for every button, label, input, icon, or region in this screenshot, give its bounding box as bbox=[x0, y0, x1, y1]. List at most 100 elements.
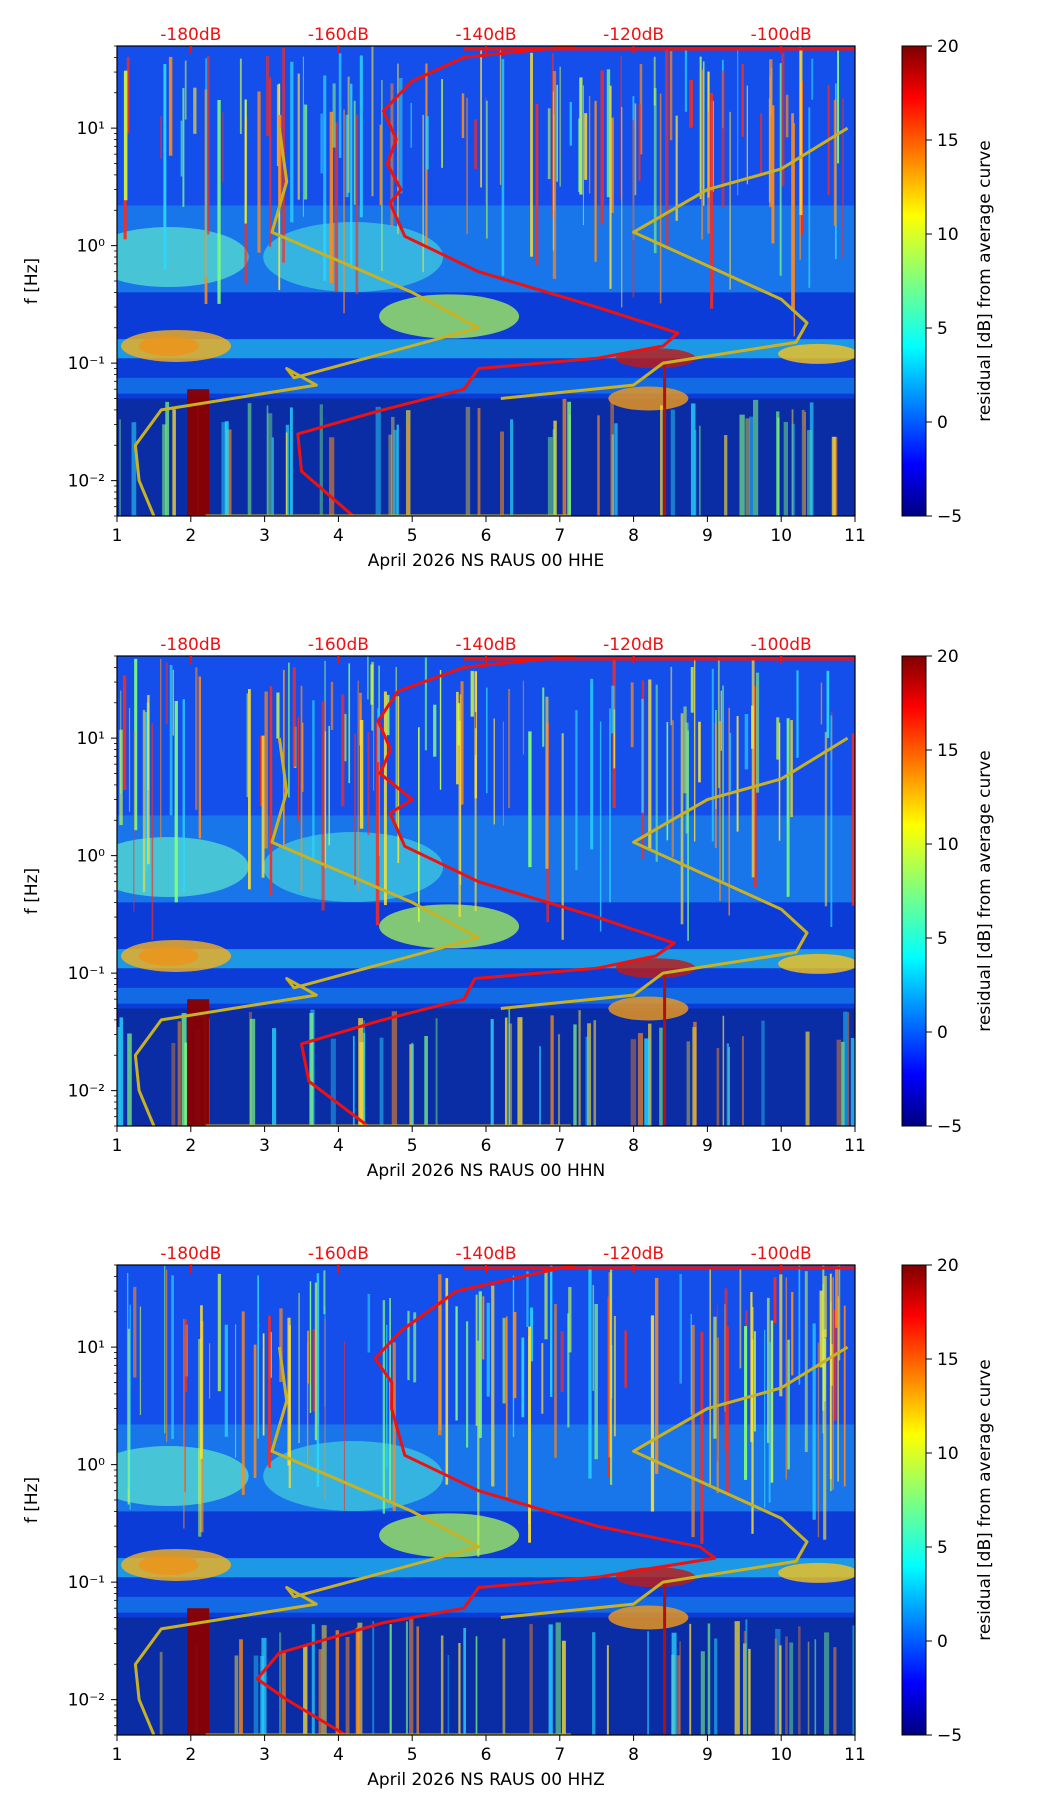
low-freq-streak bbox=[557, 1034, 561, 1126]
low-freq-streak bbox=[279, 1632, 282, 1735]
transient-streak bbox=[744, 714, 749, 770]
transient-streak bbox=[244, 99, 247, 224]
transient-streak bbox=[611, 685, 615, 734]
transient-streak bbox=[837, 1296, 839, 1482]
low-freq-streak bbox=[321, 1625, 327, 1735]
y-axis-label: f [Hz] bbox=[22, 868, 42, 914]
transient-streak bbox=[724, 1288, 728, 1451]
low-freq-streak bbox=[547, 437, 553, 516]
transient-streak bbox=[330, 681, 334, 730]
low-freq-streak bbox=[728, 1046, 730, 1126]
top-axis-label: -100dB bbox=[751, 1244, 812, 1264]
low-freq-streak bbox=[724, 435, 728, 516]
transient-streak bbox=[334, 122, 339, 292]
transient-streak bbox=[729, 732, 732, 792]
colorbar-tick-label: 0 bbox=[937, 1632, 948, 1652]
transient-streak bbox=[786, 718, 790, 897]
transient-streak bbox=[343, 1341, 346, 1511]
frequency-band bbox=[117, 656, 855, 816]
median-psd-line bbox=[300, 656, 676, 1126]
noise-model-line bbox=[133, 1346, 481, 1735]
transient-streak bbox=[126, 1272, 129, 1490]
low-freq-streak bbox=[379, 1037, 384, 1126]
low-freq-streak bbox=[309, 1013, 314, 1126]
top-axis-label: -140dB bbox=[455, 1244, 516, 1264]
low-freq-streak bbox=[171, 1042, 176, 1126]
low-freq-streak bbox=[355, 1627, 361, 1735]
transient-streak bbox=[385, 1324, 388, 1469]
transient-streak bbox=[648, 679, 652, 850]
noise-model-line bbox=[133, 127, 481, 516]
low-freq-streak bbox=[529, 1624, 533, 1735]
transient-streak bbox=[455, 1306, 458, 1421]
transient-streak bbox=[634, 103, 637, 196]
transient-streak bbox=[312, 1329, 316, 1412]
x-tick-label: 1 bbox=[112, 526, 123, 546]
transient-streak bbox=[744, 1326, 748, 1480]
transient-streak bbox=[172, 669, 175, 736]
transient-streak bbox=[512, 1311, 517, 1399]
transient-streak bbox=[193, 87, 197, 134]
low-freq-streak bbox=[671, 1632, 677, 1735]
transient-streak bbox=[354, 733, 356, 885]
x-tick-label: 3 bbox=[259, 1745, 270, 1765]
low-freq-streak bbox=[785, 1636, 788, 1735]
low-freq-streak bbox=[389, 1624, 392, 1735]
transient-streak bbox=[169, 664, 173, 816]
transient-streak bbox=[569, 101, 573, 146]
transient-streak bbox=[379, 124, 382, 206]
low-freq-streak bbox=[465, 406, 471, 516]
transient-streak bbox=[528, 731, 532, 868]
transient-streak bbox=[253, 1344, 257, 1478]
low-freq-streak bbox=[743, 1630, 747, 1735]
transient-streak bbox=[321, 701, 325, 911]
transient-streak bbox=[592, 1285, 595, 1391]
transient-streak bbox=[799, 50, 803, 216]
transient-streak bbox=[700, 1331, 704, 1544]
transient-streak bbox=[837, 48, 840, 164]
x-tick-label: 6 bbox=[481, 526, 492, 546]
transient-streak bbox=[198, 676, 202, 839]
transient-streak bbox=[556, 84, 559, 182]
transient-streak bbox=[851, 733, 855, 906]
transient-streak bbox=[268, 1315, 271, 1468]
transient-streak bbox=[768, 1341, 771, 1503]
low-freq-streak bbox=[266, 405, 269, 516]
transient-streak bbox=[395, 666, 397, 828]
x-tick-label: 6 bbox=[481, 1745, 492, 1765]
transient-streak bbox=[438, 1274, 442, 1436]
transient-streak bbox=[787, 1339, 790, 1470]
transient-streak bbox=[301, 722, 304, 792]
transient-streak bbox=[122, 675, 127, 791]
colorbar-tick-label: 15 bbox=[937, 131, 959, 151]
low-freq-streak bbox=[260, 1656, 265, 1735]
transient-streak bbox=[142, 710, 146, 893]
transient-streak bbox=[588, 95, 591, 194]
transient-streak bbox=[522, 680, 525, 755]
spectrogram-blob bbox=[778, 1562, 855, 1583]
spectrogram-blob bbox=[117, 837, 249, 898]
transient-streak bbox=[521, 1337, 525, 1418]
spectrogram-blob bbox=[121, 1548, 232, 1581]
low-freq-streak bbox=[561, 1640, 566, 1735]
transient-streak bbox=[239, 58, 242, 134]
low-freq-streak bbox=[804, 411, 806, 516]
transient-streak bbox=[502, 721, 504, 826]
transient-streak bbox=[246, 693, 248, 798]
low-freq-streak bbox=[734, 1621, 740, 1735]
transient-streak bbox=[690, 666, 694, 713]
transient-streak bbox=[530, 52, 533, 257]
transient-streak bbox=[714, 722, 717, 848]
transient-streak bbox=[833, 99, 837, 226]
chart-panel-3: 1 2 3 4 5 6 7 8 9 10 11 April 2026 NS RAUS 00 HHZ 10… bbox=[22, 1244, 995, 1790]
low-freq-streak bbox=[249, 1018, 256, 1126]
y-tick-label: 10¹ bbox=[77, 729, 105, 749]
spectrogram-blob bbox=[117, 1446, 249, 1507]
x-tick-label: 10 bbox=[770, 526, 792, 546]
transient-streak bbox=[477, 1340, 480, 1557]
transient-streak bbox=[687, 730, 689, 941]
transient-streak bbox=[307, 1330, 310, 1384]
transient-streak bbox=[578, 118, 580, 193]
transient-streak bbox=[544, 1271, 548, 1340]
low-freq-streak bbox=[726, 1043, 729, 1126]
